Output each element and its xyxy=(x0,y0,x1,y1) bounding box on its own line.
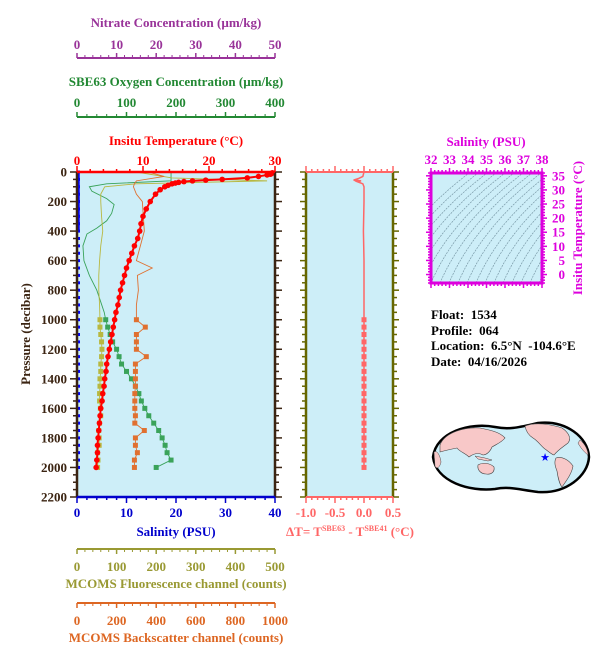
svg-text:5: 5 xyxy=(559,253,566,268)
svg-text:1600: 1600 xyxy=(41,401,67,416)
svg-text:500: 500 xyxy=(265,559,285,574)
map-land-europe xyxy=(577,439,589,456)
svg-text:-0.5: -0.5 xyxy=(325,505,346,520)
svg-text:20: 20 xyxy=(150,37,163,52)
svg-text:32: 32 xyxy=(425,152,438,167)
delta-t-axis-label: ΔT= TSBE63 - TSBE41 (°C) xyxy=(286,524,414,539)
pressure-axis-label: Pressure (decibar) xyxy=(18,283,33,385)
ts-salinity-label: Salinity (PSU) xyxy=(446,134,525,149)
svg-text:0: 0 xyxy=(74,37,81,52)
svg-text:200: 200 xyxy=(146,559,166,574)
temperature-axis-label: Insitu Temperature (°C) xyxy=(109,133,243,148)
backscatter-axis-label: MCOMS Backscatter channel (counts) xyxy=(69,630,284,645)
svg-text:0: 0 xyxy=(61,165,68,180)
svg-text:400: 400 xyxy=(48,224,68,239)
svg-text:37: 37 xyxy=(517,152,531,167)
ts-temperature-label: Insitu Temperature (°C) xyxy=(570,161,585,295)
svg-text:0: 0 xyxy=(74,95,81,110)
svg-text:1200: 1200 xyxy=(41,342,67,357)
svg-text:30: 30 xyxy=(189,37,202,52)
ts-diagram: Salinity (PSU) 32 33 34 35 36 37 3805101520253… xyxy=(425,134,586,295)
map-land-australia xyxy=(477,462,495,475)
svg-text:10: 10 xyxy=(120,505,133,520)
svg-text:300: 300 xyxy=(186,559,206,574)
fluorescence-axis: 0 100 200 300 400 500 MCOMS Fluorescence chan… xyxy=(65,548,287,591)
svg-text:0.0: 0.0 xyxy=(356,505,372,520)
svg-text:20: 20 xyxy=(170,505,183,520)
svg-text:50: 50 xyxy=(269,37,282,52)
svg-text:36: 36 xyxy=(499,152,513,167)
svg-text:400: 400 xyxy=(226,559,246,574)
svg-text:0: 0 xyxy=(74,559,81,574)
svg-text:1400: 1400 xyxy=(41,371,67,386)
svg-text:40: 40 xyxy=(229,37,242,52)
svg-text:0: 0 xyxy=(74,505,81,520)
svg-text:400: 400 xyxy=(265,95,285,110)
svg-text:800: 800 xyxy=(226,613,246,628)
oxygen-axis-label: SBE63 Oxygen Concentration (µm/kg) xyxy=(69,74,283,89)
svg-text:35: 35 xyxy=(552,168,566,183)
delta-t-plot: -1.0 -0.5 0.0 0.5 ΔT= TSBE63 - TSBE41 (°C) xyxy=(286,166,414,539)
svg-text:300: 300 xyxy=(216,95,236,110)
location: Location: 6.5°N -104.6°E xyxy=(431,338,576,353)
svg-text:10: 10 xyxy=(110,37,123,52)
svg-text:38: 38 xyxy=(536,152,550,167)
svg-text:-1.0: -1.0 xyxy=(296,505,317,520)
map-land-north-america xyxy=(524,423,570,456)
svg-text:10: 10 xyxy=(552,239,565,254)
svg-text:100: 100 xyxy=(107,559,127,574)
svg-text:40: 40 xyxy=(269,505,282,520)
float-info: Float: 1534 Profile: 064 Location: 6.5°N… xyxy=(431,307,576,369)
svg-text:600: 600 xyxy=(186,613,206,628)
map-land-asia xyxy=(439,427,506,458)
svg-text:100: 100 xyxy=(117,95,137,110)
map-land-indonesia xyxy=(474,455,493,462)
svg-text:400: 400 xyxy=(146,613,166,628)
delta-t-plot-area xyxy=(306,172,393,497)
profile-number: Profile: 064 xyxy=(431,322,499,338)
svg-text:0.5: 0.5 xyxy=(385,505,402,520)
svg-text:200: 200 xyxy=(166,95,186,110)
ts-plot-area xyxy=(431,173,542,283)
svg-text:0: 0 xyxy=(74,153,81,168)
svg-text:10: 10 xyxy=(137,153,150,168)
svg-text:1000: 1000 xyxy=(262,613,288,628)
nitrate-axis: Nitrate Concentration (µm/kg) 0 10 20 30 40 5… xyxy=(74,15,282,59)
nitrate-axis-label: Nitrate Concentration (µm/kg) xyxy=(91,15,262,30)
svg-text:30: 30 xyxy=(269,153,282,168)
svg-text:200: 200 xyxy=(48,194,68,209)
svg-text:0: 0 xyxy=(74,613,81,628)
world-map: ★ xyxy=(431,421,591,494)
backscatter-axis: 0 200 400 600 800 1000 MCOMS Backscatter chan… xyxy=(69,602,288,645)
svg-text:35: 35 xyxy=(480,152,494,167)
svg-text:30: 30 xyxy=(552,182,565,197)
svg-text:200: 200 xyxy=(107,613,127,628)
svg-text:33: 33 xyxy=(443,152,457,167)
oxygen-axis: SBE63 Oxygen Concentration (µm/kg) 0 100 2… xyxy=(69,74,285,118)
salinity-axis-label: Salinity (PSU) xyxy=(136,524,215,539)
fluorescence-axis-label: MCOMS Fluorescence channel (counts) xyxy=(65,576,286,591)
svg-text:0: 0 xyxy=(559,267,566,282)
date: Date: 04/16/2026 xyxy=(431,353,528,369)
svg-text:800: 800 xyxy=(48,283,68,298)
svg-text:2200: 2200 xyxy=(41,490,67,505)
svg-text:30: 30 xyxy=(219,505,232,520)
star-icon: ★ xyxy=(540,452,550,464)
svg-text:1000: 1000 xyxy=(41,312,67,327)
svg-text:600: 600 xyxy=(48,253,68,268)
main-profile-plot: 0200400600800100012001400160018002000220… xyxy=(41,153,282,520)
float-id: Float: 1534 xyxy=(431,307,497,322)
svg-text:1800: 1800 xyxy=(41,430,67,445)
svg-text:20: 20 xyxy=(552,211,565,226)
svg-text:20: 20 xyxy=(203,153,216,168)
svg-text:15: 15 xyxy=(552,225,566,240)
map-land-south-america xyxy=(554,457,574,488)
svg-text:2000: 2000 xyxy=(41,460,67,475)
svg-text:34: 34 xyxy=(462,152,476,167)
map-land-africa xyxy=(433,451,442,469)
svg-text:25: 25 xyxy=(552,197,566,212)
